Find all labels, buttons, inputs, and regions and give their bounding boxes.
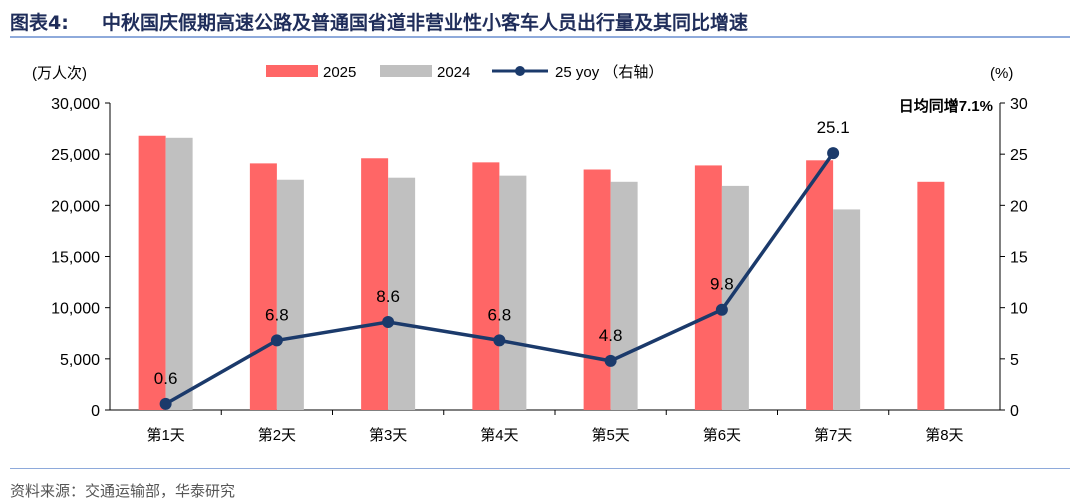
yoy-point <box>827 147 840 160</box>
bar-2025 <box>917 181 945 410</box>
bar-2024 <box>388 177 416 410</box>
yoy-data-label: 0.6 <box>154 369 178 388</box>
yoy-point <box>270 334 283 347</box>
bar-2025 <box>472 162 500 410</box>
x-axis-category-label: 第5天 <box>591 426 629 444</box>
right-axis-tick-label: 0 <box>1010 403 1019 420</box>
left-axis-tick-label: 10,000 <box>51 301 100 318</box>
right-axis-unit: (%) <box>990 65 1013 82</box>
right-axis-tick-label: 25 <box>1010 147 1028 164</box>
yoy-data-label: 6.8 <box>488 305 512 324</box>
right-axis-tick-label: 30 <box>1010 96 1028 113</box>
bar-2024 <box>833 209 861 410</box>
bar-2025 <box>361 158 389 410</box>
source-note: 资料来源：交通运输部，华泰研究 <box>10 482 236 500</box>
yoy-point <box>382 315 395 328</box>
x-axis-category-label: 第6天 <box>703 426 741 444</box>
legend: 2025 2024 25 yoy （右轴） <box>266 64 663 81</box>
x-axis-category-label: 第4天 <box>480 426 518 444</box>
x-axis-category-label: 第2天 <box>258 426 296 444</box>
yoy-data-label: 25.1 <box>817 118 850 137</box>
yoy-data-label: 8.6 <box>376 287 400 306</box>
x-axis-category-label: 第8天 <box>925 426 963 444</box>
chart-title: 中秋国庆假期高速公路及普通国省道非营业性小客车人员出行量及其同比增速 <box>102 12 749 34</box>
left-axis-tick-label: 25,000 <box>51 147 100 164</box>
bar-2024 <box>721 185 749 410</box>
yoy-data-label: 6.8 <box>265 305 289 324</box>
yoy-point <box>715 303 728 316</box>
figure-number: 图表4: <box>10 12 69 34</box>
left-axis-tick-label: 5,000 <box>60 352 100 369</box>
yoy-point <box>493 334 506 347</box>
bar-2025 <box>138 135 166 410</box>
right-axis-tick-label: 10 <box>1010 301 1028 318</box>
bar-2024 <box>276 179 304 410</box>
yoy-point <box>159 397 172 410</box>
footer-divider <box>10 468 1070 469</box>
x-axis-category-label: 第1天 <box>146 426 184 444</box>
bar-2024 <box>165 137 193 410</box>
title-bar: 图表4: 中秋国庆假期高速公路及普通国省道非营业性小客车人员出行量及其同比增速 <box>10 4 1070 38</box>
legend-swatch-2024 <box>380 65 432 77</box>
legend-swatch-yoy-marker <box>515 66 525 76</box>
yoy-data-label: 4.8 <box>599 326 623 345</box>
bar-2025 <box>249 163 277 410</box>
bar-2024 <box>610 181 638 410</box>
bar-2025 <box>583 169 611 410</box>
bar-2024 <box>499 175 527 410</box>
legend-label-2024: 2024 <box>437 64 470 81</box>
left-axis-tick-label: 20,000 <box>51 198 100 215</box>
plot-area: 0 5,000 10,000 15,000 20,000 25,000 30,000 0 5 10… <box>51 96 1028 444</box>
left-axis-unit: (万人次) <box>32 65 87 82</box>
yoy-data-label: 9.8 <box>710 275 734 294</box>
left-axis-tick-label: 0 <box>91 403 100 420</box>
left-axis-tick-label: 15,000 <box>51 250 100 267</box>
x-axis-category-label: 第3天 <box>369 426 407 444</box>
legend-label-2025: 2025 <box>323 64 356 81</box>
right-axis-tick-label: 20 <box>1010 198 1028 215</box>
x-axis-category-label: 第7天 <box>814 426 852 444</box>
legend-label-yoy: 25 yoy （右轴） <box>555 64 663 81</box>
legend-swatch-2025 <box>266 65 318 77</box>
daily-avg-annotation: 日均同增7.1% <box>899 97 993 115</box>
bar-2025 <box>694 165 722 410</box>
left-axis-tick-label: 30,000 <box>51 96 100 113</box>
chart: (万人次) (%) 2025 2024 25 yoy （右轴） 日均同增7.1%… <box>32 64 1028 444</box>
bar-2025 <box>806 160 834 410</box>
yoy-point <box>604 354 617 367</box>
right-axis-tick-label: 15 <box>1010 250 1028 267</box>
right-axis-tick-label: 5 <box>1010 352 1019 369</box>
